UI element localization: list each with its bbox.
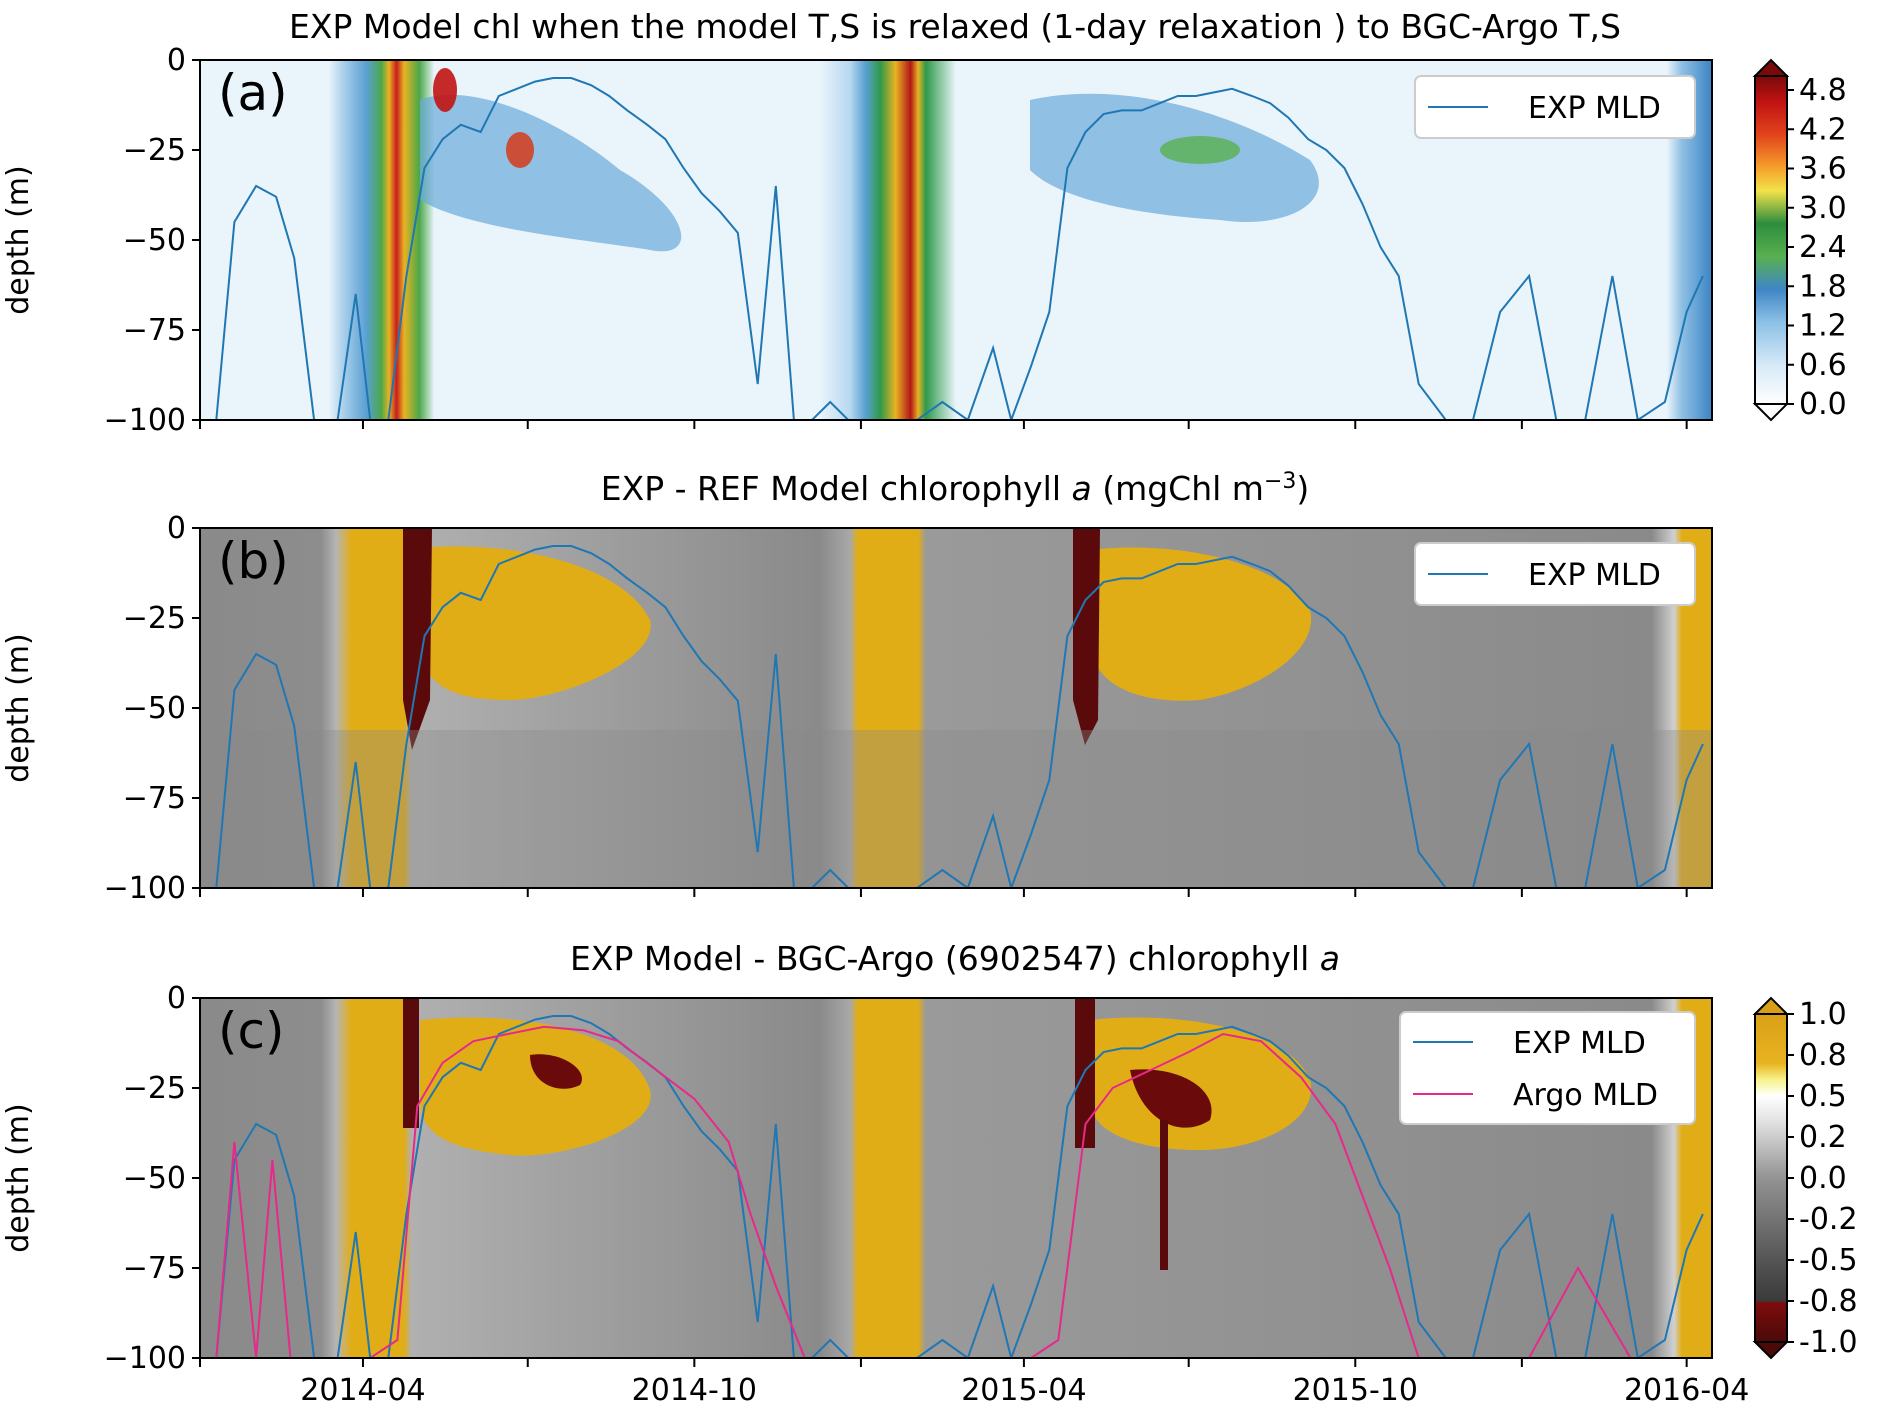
legend-b-box (1414, 542, 1696, 606)
colorbar-tick-label: 4.8 (1799, 73, 1847, 108)
panel-b-positive-patch-1 (420, 546, 651, 700)
panel-a-ylabel: depth (m) (1, 165, 36, 315)
colorbar-tick-label: -0.2 (1799, 1202, 1858, 1237)
panel-a-mid-patch (1160, 136, 1240, 164)
xtick-label: 2015-10 (1293, 1373, 1418, 1408)
colorbar-tick-label: 0.6 (1799, 348, 1847, 383)
panel-b-legend: EXP MLD (1414, 542, 1696, 606)
colorbar-c-bottom-extend (1752, 1341, 1790, 1360)
ytick-label: −50 (123, 1161, 186, 1196)
legend-c-argo-label: Argo MLD (1513, 1078, 1658, 1113)
exp-mld-line-a (215, 77, 1704, 420)
panel-c-negative-strip-1 (403, 998, 419, 1128)
argo-mld-line-c (215, 1025, 1687, 1358)
colorbar-c: 1.0 0.8 0.5 0.2 0.0 -0.2 -0.5 -0.8 -1.0 (1752, 996, 1858, 1360)
ytick-label: −25 (123, 601, 186, 636)
panel-c-negative-patch-2 (1130, 1069, 1212, 1128)
legend-a-exp-label: EXP MLD (1528, 91, 1661, 126)
colorbar-a-top-extend (1752, 58, 1790, 77)
colorbar-tick-label: 3.6 (1799, 152, 1847, 187)
colorbar-tick-label: 0.0 (1799, 387, 1847, 422)
panel-a-high-patch-1 (506, 132, 534, 168)
ytick-label: −50 (123, 691, 186, 726)
ytick-label: −100 (104, 1341, 186, 1376)
panel-b-tag: (b) (218, 532, 289, 590)
xtick-label: 2015-04 (961, 1373, 1086, 1408)
ytick-label: −100 (104, 403, 186, 438)
panel-c-negative-patch-1 (530, 1054, 582, 1089)
colorbar-tick-label: 4.2 (1799, 112, 1847, 147)
panel-a-title: EXP Model chl when the model T,S is rela… (289, 7, 1621, 46)
panel-c-ylabel: depth (m) (1, 1103, 36, 1253)
exp-mld-line-b (215, 545, 1704, 888)
ytick-label: −75 (123, 1251, 186, 1286)
panel-b-negative-strip-2 (1073, 528, 1100, 745)
colorbar-c-top-extend (1752, 996, 1790, 1015)
colorbar-tick-label: 0.2 (1799, 1120, 1847, 1155)
panel-c-yaxis: 0 −25 −50 −75 −100 (104, 981, 200, 1376)
colorbar-tick-label: 1.8 (1799, 269, 1847, 304)
colorbar-c-body (1754, 1013, 1788, 1343)
colorbar-a: 4.8 4.2 3.6 3.0 2.4 1.8 1.2 0.6 0.0 (1752, 58, 1847, 422)
colorbar-tick-label: -0.8 (1799, 1284, 1858, 1319)
xtick-label: 2014-04 (300, 1373, 425, 1408)
ytick-label: −25 (123, 133, 186, 168)
colorbar-tick-label: 0.8 (1799, 1038, 1847, 1073)
panel-c-xaxis: 2014-04 2014-10 2015-04 2015-10 2016-04 (199, 1358, 1749, 1408)
legend-b-exp-label: EXP MLD (1528, 558, 1661, 593)
legend-c-exp-label: EXP MLD (1513, 1026, 1646, 1061)
panel-c-negative-strip-3 (1160, 1120, 1168, 1270)
legend-a-box (1414, 75, 1696, 139)
colorbar-tick-label: 1.0 (1799, 997, 1847, 1032)
panel-a-tag: (a) (218, 64, 288, 122)
panel-b-yaxis: 0 −25 −50 −75 −100 (104, 511, 200, 906)
ytick-label: −75 (123, 313, 186, 348)
panel-c-title: EXP Model - BGC-Argo (6902547) chlorophy… (570, 939, 1340, 978)
exp-mld-line-c (215, 1015, 1704, 1358)
panel-c-positive-patch-2 (1090, 1017, 1312, 1150)
ytick-label: −75 (123, 781, 186, 816)
ytick-label: −50 (123, 223, 186, 258)
panel-c-tag: (c) (218, 1002, 285, 1060)
colorbar-tick-label: 3.0 (1799, 191, 1847, 226)
ytick-label: −100 (104, 871, 186, 906)
panel-a-high-patch-2 (433, 68, 457, 112)
colorbar-a-ticks: 4.8 4.2 3.6 3.0 2.4 1.8 1.2 0.6 0.0 (1787, 73, 1847, 422)
panel-b-deep-band (200, 730, 1712, 888)
panel-b-negative-strip-1 (403, 528, 432, 750)
legend-c-box (1399, 1011, 1696, 1125)
ytick-label: 0 (167, 981, 186, 1016)
ytick-label: −25 (123, 1071, 186, 1106)
panel-a-xticks (199, 420, 1688, 429)
colorbar-tick-label: 1.2 (1799, 309, 1847, 344)
xtick-label: 2016-04 (1624, 1373, 1749, 1408)
ytick-label: 0 (167, 43, 186, 78)
xtick-label: 2014-10 (632, 1373, 757, 1408)
colorbar-tick-label: 2.4 (1799, 230, 1847, 265)
panel-b-ylabel: depth (m) (1, 633, 36, 783)
colorbar-tick-label: 0.0 (1799, 1161, 1847, 1196)
colorbar-a-body (1754, 75, 1788, 405)
panel-b-xticks (199, 888, 1688, 897)
panel-a-yaxis: 0 −25 −50 −75 −100 (104, 43, 200, 438)
colorbar-c-ticks: 1.0 0.8 0.5 0.2 0.0 -0.2 -0.5 -0.8 -1.0 (1787, 997, 1858, 1360)
panel-a-bloom-patch-1 (420, 94, 682, 252)
panel-b-title: EXP - REF Model chlorophyll a (mgChl m−3… (601, 469, 1310, 508)
colorbar-tick-label: -1.0 (1799, 1325, 1858, 1360)
panel-a-legend: EXP MLD (1414, 75, 1696, 139)
colorbar-tick-label: 0.5 (1799, 1079, 1847, 1114)
colorbar-a-bottom-extend (1752, 403, 1790, 422)
ytick-label: 0 (167, 511, 186, 546)
panel-c-positive-patch-1 (420, 1017, 651, 1156)
panel-b-positive-patch-2 (1090, 547, 1312, 701)
colorbar-tick-label: -0.5 (1799, 1243, 1858, 1278)
panel-c-legend: EXP MLD Argo MLD (1399, 1011, 1696, 1125)
